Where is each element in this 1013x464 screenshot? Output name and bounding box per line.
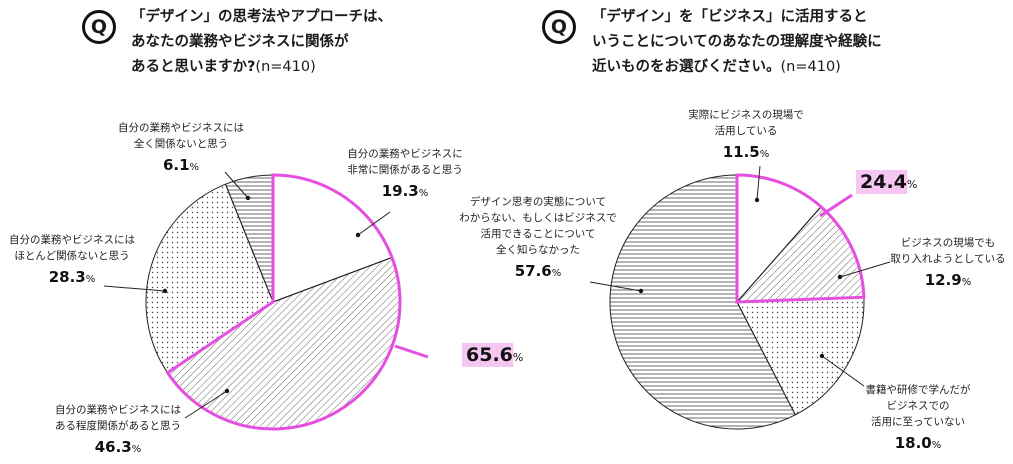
- pie-slice-4: [609, 174, 797, 430]
- slice-3-value-unit: %: [86, 274, 96, 285]
- pie-slice-3: [145, 183, 274, 374]
- leader-dot-4: [638, 288, 644, 294]
- question-1-line-1: 「デザイン」の思考法やアプローチは、: [131, 9, 392, 25]
- highlight-outline: [735, 173, 866, 304]
- slice-2-value: 12.9%: [925, 271, 972, 289]
- highlight-value: 65.6%: [466, 344, 523, 366]
- slice-2-value: 46.3%: [95, 438, 142, 456]
- question-2-line-3: 近いものをお選びください。(n=410): [592, 55, 882, 80]
- slice-3-value: 18.0%: [895, 434, 942, 452]
- slice-3-label-line-1: 自分の業務やビジネスには: [9, 233, 135, 246]
- leader-line-3: [821, 355, 865, 387]
- leader-line-4: [224, 171, 249, 199]
- slice-4-label-line-2: わからない、もしくはビジネスで: [459, 212, 617, 224]
- slice-4-label-line-1: 自分の業務やビジネスには: [118, 121, 244, 134]
- slice-4-label-line-4: 全く知らなかった: [496, 243, 580, 256]
- pie-slice-3: [736, 296, 865, 416]
- slice-1-label-line-1: 実際にビジネスの現場で: [688, 108, 804, 121]
- slice-1-label-line-1: 自分の業務やビジネスに: [347, 147, 463, 160]
- slice-4-label-line-3: 活用できることについて: [481, 228, 596, 240]
- leader-dot-1: [754, 197, 760, 203]
- leader-dot-1: [355, 232, 361, 238]
- slice-3-label-line-3: 活用に至っていない: [871, 416, 965, 428]
- slice-4-value-unit: %: [190, 162, 200, 173]
- slice-3-label-line-2: ほとんど関係ないと思う: [14, 250, 129, 262]
- highlight-value-unit: %: [907, 178, 917, 191]
- question-1-text: 「デザイン」の思考法やアプローチは、 あなたの業務やビジネスに関係が あると思い…: [131, 5, 392, 80]
- highlight-value: 24.4%: [860, 171, 917, 193]
- slice-2-label-line-1: ビジネスの現場でも: [901, 236, 996, 249]
- slice-1-value: 19.3%: [382, 182, 429, 200]
- slice-2-label-line-2: 取り入れようとしている: [890, 253, 1005, 265]
- leader-line-1: [756, 165, 761, 201]
- question-1-sample-size: (n=410): [255, 59, 316, 75]
- slice-4-label-line-2: 全く関係ないと思う: [134, 137, 229, 150]
- question-badge-2: Q: [542, 10, 576, 44]
- question-1-line-2: あなたの業務やビジネスに関係が: [131, 34, 349, 50]
- highlight-leader-line: [394, 344, 429, 359]
- question-badge-1: Q: [82, 10, 116, 44]
- slice-4-value-unit: %: [552, 268, 562, 279]
- highlight-outline: [165, 173, 402, 431]
- slice-4-label-line-1: デザイン思考の実態について: [470, 195, 606, 208]
- slice-1-value-unit: %: [419, 188, 429, 199]
- highlight-value-unit: %: [513, 351, 523, 364]
- slice-1-label-line-2: 非常に関係があると思う: [347, 163, 463, 176]
- question-2-line-2: いうことについてのあなたの理解度や経験に: [592, 34, 882, 50]
- leader-dot-2: [837, 274, 843, 280]
- slice-2-value-unit: %: [962, 277, 972, 288]
- slice-1-value-unit: %: [760, 149, 770, 160]
- slice-2-label-line-1: 自分の業務やビジネスには: [55, 403, 181, 416]
- leader-line-3: [103, 285, 166, 292]
- leader-line-4: [589, 281, 642, 292]
- highlight-value-bg: [462, 343, 514, 367]
- slice-2-value-unit: %: [132, 444, 142, 455]
- slice-1-value: 11.5%: [723, 143, 770, 161]
- leader-line-2: [184, 390, 228, 419]
- question-2-line-1: 「デザイン」を「ビジネス」に活用すると: [592, 9, 868, 25]
- leader-line-2: [839, 261, 891, 278]
- leader-dot-3: [819, 353, 825, 359]
- slice-4-value: 57.6%: [515, 262, 562, 280]
- question-2-sample-size: (n=410): [780, 59, 841, 75]
- slice-1-label-line-2: 活用している: [715, 125, 778, 137]
- leader-dot-2: [224, 388, 230, 394]
- slice-3-label-line-2: ビジネスでの: [887, 400, 950, 412]
- question-1-line-3-text: あると思いますか?: [131, 59, 256, 75]
- leader-dot-3: [162, 288, 168, 294]
- slice-3-value: 28.3%: [49, 268, 96, 286]
- highlight-leader-line: [819, 193, 853, 218]
- question-1-line-3: あると思いますか?(n=410): [131, 55, 392, 80]
- question-2-text: 「デザイン」を「ビジネス」に活用すると いうことについてのあなたの理解度や経験に…: [592, 5, 882, 80]
- leader-dot-4: [245, 195, 251, 201]
- slice-3-value-unit: %: [932, 440, 942, 451]
- slice-2-label-line-2: ある程度関係があると思う: [55, 419, 181, 432]
- leader-line-1: [357, 211, 391, 236]
- question-2-line-3-text: 近いものをお選びください。: [592, 59, 781, 75]
- slice-4-value: 6.1%: [163, 156, 199, 174]
- highlight-value-bg: [856, 170, 908, 194]
- slice-3-label-line-1: 書籍や研修で学んだが: [866, 383, 971, 396]
